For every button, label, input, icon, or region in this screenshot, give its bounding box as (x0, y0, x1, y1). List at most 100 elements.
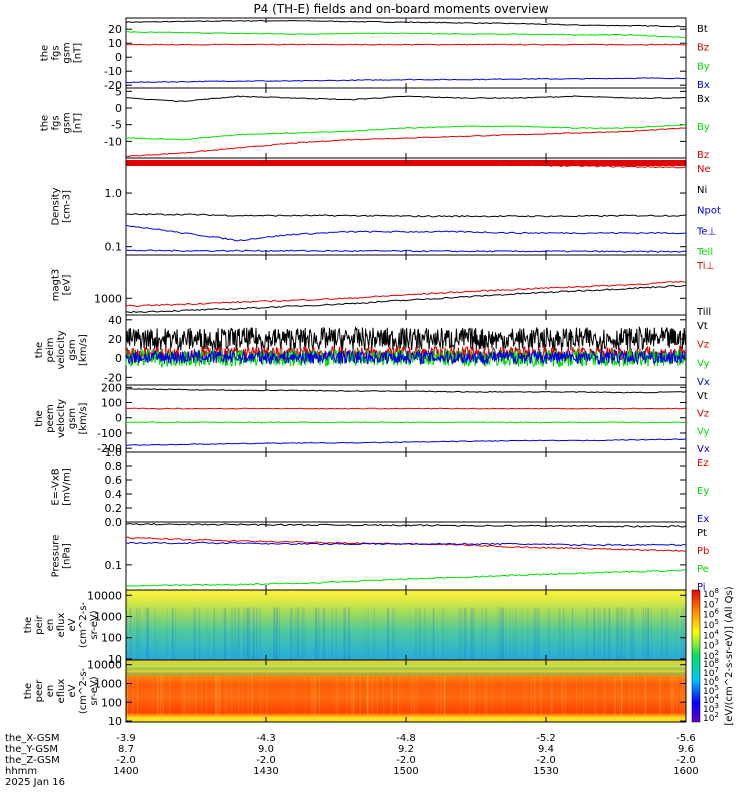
spectrogram-texture (313, 675, 315, 722)
y-tick-label: 10000 (87, 589, 122, 602)
panel-frame (125, 157, 687, 256)
time-axis-value: -2.0 (676, 755, 696, 766)
spectrogram-texture (682, 675, 684, 722)
y-axis-label: the (40, 45, 51, 61)
y-axis-label: Pressure (51, 535, 62, 578)
y-axis-label: [km/s] (78, 402, 89, 434)
legend-label: Vy (697, 358, 710, 369)
spectrogram-texture (214, 675, 217, 722)
spectrogram-texture (207, 607, 209, 660)
y-axis-label: Density (51, 187, 62, 225)
time-axis-value: -2.0 (396, 755, 416, 766)
spectrogram-texture (472, 675, 475, 722)
y-axis-label: E=-VxB (51, 468, 62, 505)
spectrogram-texture (473, 607, 475, 660)
spectrogram-texture (317, 607, 320, 660)
spectrogram-texture (416, 675, 418, 722)
y-tick-label: 100 (101, 696, 122, 709)
spectrogram-texture (246, 607, 249, 660)
spectrogram-texture (159, 675, 162, 722)
spectrogram-texture (424, 607, 426, 660)
spectrogram-texture (154, 607, 156, 660)
y-tick-label: -10 (104, 135, 122, 148)
spectrogram-texture (219, 675, 221, 722)
time-axis-row-label: hhmm (5, 766, 37, 777)
spectrogram-texture (398, 675, 400, 722)
y-tick-label: 0.6 (105, 474, 123, 487)
series-bt-line (125, 19, 686, 28)
series-bx-line (126, 95, 687, 102)
spectrogram-texture (527, 607, 529, 660)
y-tick-label: -100 (97, 427, 122, 440)
series-vx-line (125, 349, 687, 366)
series-vt-line (125, 325, 687, 352)
y-tick-label: 1.0 (105, 446, 123, 459)
colorbar-label: [eV/(cm^2-s-sr-eV)] (All Qs) (724, 586, 735, 725)
spectrogram-texture (259, 675, 262, 722)
spectrogram-texture (224, 675, 226, 722)
series-pe-line (125, 569, 687, 587)
spectrogram-texture (676, 675, 678, 722)
spectrogram-texture (251, 675, 254, 722)
legend-label: Vx (697, 377, 710, 388)
legend-label: Ez (697, 458, 709, 469)
time-axis-value: -4.3 (256, 733, 276, 744)
spectrogram-texture (198, 607, 201, 660)
y-axis-label: the (40, 115, 51, 131)
spectrogram-texture (335, 675, 337, 722)
spectrogram-texture (597, 607, 599, 660)
y-axis-label: peem (45, 404, 56, 432)
y-axis-label: en (45, 685, 56, 698)
y-tick-label: 10000 (87, 659, 122, 672)
series-bz-line (125, 127, 687, 158)
spectrogram-texture (344, 607, 346, 660)
spectrogram-texture (194, 607, 197, 660)
spectrogram-texture (617, 607, 619, 660)
spectrogram-texture (136, 607, 138, 660)
spectrogram-texture (352, 675, 354, 722)
spectrogram-band (126, 672, 686, 676)
time-axis-value: 1530 (533, 766, 558, 777)
spectrogram-texture (238, 675, 240, 722)
spectrogram-texture (318, 607, 320, 660)
y-tick-label: -20 (104, 371, 122, 384)
spectrogram-texture (201, 675, 203, 722)
time-axis-value: 1400 (113, 766, 138, 777)
y-axis-label: peir (34, 614, 45, 634)
y-tick-label: -5 (111, 119, 122, 132)
time-axis-value: 9.2 (398, 744, 414, 755)
series-pb-line (126, 536, 687, 552)
spectrogram-texture (593, 607, 596, 660)
spectrogram-texture (303, 607, 305, 660)
spectrogram-texture (522, 675, 524, 722)
spectrogram-texture (533, 607, 535, 660)
y-axis-label: gsm (67, 339, 78, 360)
legend-label: By (697, 61, 710, 72)
y-axis-label: velocity (56, 330, 67, 369)
y-axis-label: [cm-3] (62, 190, 73, 223)
spectrogram-texture (359, 675, 361, 722)
legend-label: Vt (697, 321, 708, 332)
spectrogram-texture (387, 607, 389, 660)
y-tick-label: 1000 (94, 292, 122, 305)
plot-title: P4 (TH-E) fields and on-board moments ov… (253, 2, 548, 16)
spectrogram-texture (469, 675, 471, 722)
date-label: 2025 Jan 16 (5, 777, 65, 788)
spectrogram-texture (337, 675, 339, 722)
spectrogram-texture (646, 607, 648, 660)
spectrogram-texture (550, 675, 552, 722)
spectrogram-texture (285, 675, 287, 722)
spectrogram-texture (615, 607, 618, 660)
spectrogram-texture (346, 675, 348, 722)
y-tick-label: 5 (115, 85, 122, 98)
y-axis-label: the (23, 617, 34, 633)
spectrogram-texture (237, 607, 239, 660)
y-tick-label: 100 (101, 397, 122, 410)
spectrogram-texture (644, 607, 647, 660)
spectrogram-texture (444, 675, 446, 722)
spectrogram-texture (213, 607, 216, 660)
spectrogram-texture (645, 675, 647, 722)
legend-label: Bx (697, 94, 710, 105)
spectrogram-texture (250, 675, 252, 722)
spectrogram-texture (298, 607, 300, 660)
